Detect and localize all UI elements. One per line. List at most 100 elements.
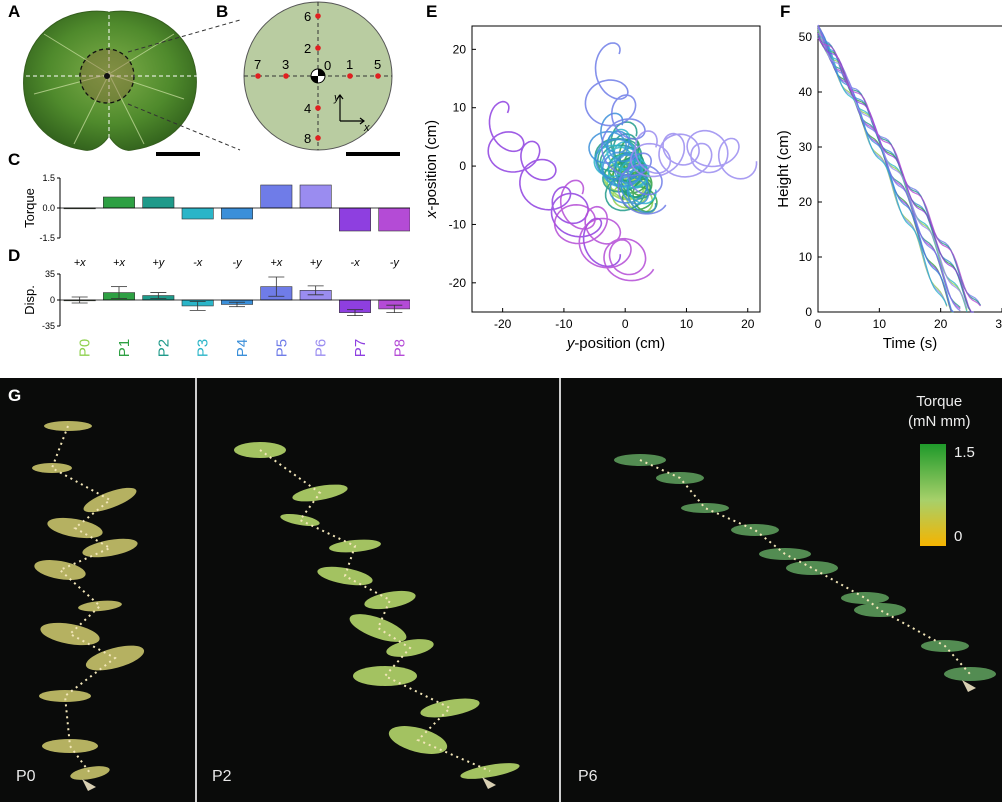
y-tick-label: 1.5 — [42, 173, 55, 183]
leaf-p2 — [420, 698, 480, 718]
x-tick-label: 10 — [873, 317, 887, 331]
x-axis-label: y-position (cm) — [566, 335, 665, 352]
category-label-P1: P1 — [116, 339, 133, 357]
x-tick-label: 0 — [815, 317, 822, 331]
colorbar-title-line1: Torque — [916, 393, 963, 410]
category-label-P2: P2 — [155, 339, 172, 357]
leaf-p6 — [854, 603, 906, 617]
trajectories — [487, 42, 758, 282]
direction-label: -y — [232, 257, 243, 269]
direction-label: +y — [310, 257, 323, 269]
category-label-P5: P5 — [273, 339, 290, 357]
leaf-p2 — [364, 590, 416, 610]
y-axis-label: Torque — [22, 188, 37, 228]
y-tick-label: 0 — [50, 295, 55, 305]
fall-arrow-p6 — [962, 680, 976, 692]
photo-divider — [559, 378, 561, 802]
torque-bar-P7 — [339, 207, 371, 232]
trajectory-chart: -20 -10 0 10 20 20 10 0 -10 -20 y-position (cm) x-p… — [423, 25, 761, 352]
leaf-p0 — [42, 739, 98, 753]
y-tick-label: -35 — [42, 321, 55, 331]
torque-colorbar — [920, 444, 946, 546]
fall-arrow-p0 — [82, 779, 96, 791]
leaf-p0 — [32, 463, 72, 473]
colorbar-min: 0 — [954, 528, 963, 545]
leaf-p6 — [681, 503, 729, 513]
panel-letter-e: E — [426, 2, 438, 21]
x-tick-label: 20 — [741, 317, 755, 331]
photo-divider — [195, 378, 197, 802]
colorbar-title-line2: (mN mm) — [908, 413, 971, 430]
panel-letter-a: A — [8, 2, 21, 21]
point-label-2: 2 — [304, 41, 311, 56]
point-marker — [315, 105, 321, 111]
height-curve — [817, 25, 961, 308]
panel-letter-g: G — [8, 386, 22, 405]
category-label-P4: P4 — [234, 339, 251, 357]
point-marker — [315, 13, 321, 19]
leaf-p6 — [731, 524, 779, 536]
trajectory-line — [593, 128, 657, 205]
y-axis-label: x-position (cm) — [423, 120, 440, 219]
direction-label: +x — [74, 257, 86, 269]
panel-letter-d: D — [8, 246, 21, 265]
x-tick-label: 10 — [680, 317, 694, 331]
height-curve — [817, 33, 974, 313]
y-tick-label: -10 — [449, 217, 467, 231]
y-tick-label: 0 — [805, 305, 812, 319]
torque-bar-P2 — [142, 196, 175, 209]
y-tick-label: -20 — [449, 276, 467, 290]
leaf-p2 — [280, 513, 320, 527]
falling-leaf-photos: G P0 P2 P6 Torque (mN mm) 1.5 0 — [0, 378, 1002, 802]
y-tick-label: 40 — [799, 85, 813, 99]
trajectory-line — [553, 179, 655, 282]
height-curve — [817, 34, 974, 313]
y-tick-label: 20 — [799, 195, 813, 209]
category-label-P0: P0 — [77, 339, 94, 357]
torque-bar-P3 — [181, 207, 214, 220]
panel-letter-f: F — [780, 2, 791, 21]
plot-frame — [471, 25, 761, 313]
direction-label: -x — [350, 257, 360, 269]
y-tick-label: 10 — [453, 101, 467, 115]
height-curve — [817, 24, 961, 310]
category-label-P8: P8 — [391, 339, 408, 357]
direction-label: -x — [193, 257, 203, 269]
fall-path-p0 — [50, 425, 117, 774]
point-marker — [347, 73, 353, 79]
axis-x-label: x — [363, 122, 370, 134]
scale-bar-b — [346, 152, 400, 156]
x-tick-label: 0 — [622, 317, 629, 331]
trajectory-line — [584, 42, 667, 215]
direction-label: +y — [152, 257, 165, 269]
height-curve — [817, 24, 961, 312]
y-tick-label: 20 — [453, 42, 467, 56]
y-axis-label: Disp. — [22, 285, 37, 315]
torque-bar-P8 — [378, 207, 410, 232]
panel-letter-c: C — [8, 150, 21, 169]
x-tick-label: 20 — [934, 317, 948, 331]
scale-bar-a — [156, 152, 200, 156]
photo-label-p0: P0 — [16, 768, 36, 785]
plot-frame — [817, 25, 1002, 313]
leaf-sequences — [32, 421, 996, 791]
colorbar-title: Torque (mN mm) — [908, 392, 970, 432]
leaf-p0 — [40, 622, 100, 646]
y-tick-label: 50 — [799, 30, 813, 44]
direction-label: +x — [113, 257, 125, 269]
point-label-7: 7 — [254, 57, 261, 72]
point-marker — [315, 135, 321, 141]
point-label-5: 5 — [374, 57, 381, 72]
point-label-0: 0 — [324, 58, 331, 73]
torque-bar-P1 — [103, 196, 135, 209]
direction-label: -y — [390, 257, 401, 269]
category-label-P3: P3 — [195, 339, 212, 357]
x-tick-label: -10 — [555, 317, 573, 331]
x-axis-label: Time (s) — [883, 335, 937, 352]
y-tick-label: 30 — [799, 140, 813, 154]
x-tick-label: 30 — [995, 317, 1002, 331]
leaf-p6 — [786, 561, 838, 575]
height-curves — [817, 24, 982, 313]
